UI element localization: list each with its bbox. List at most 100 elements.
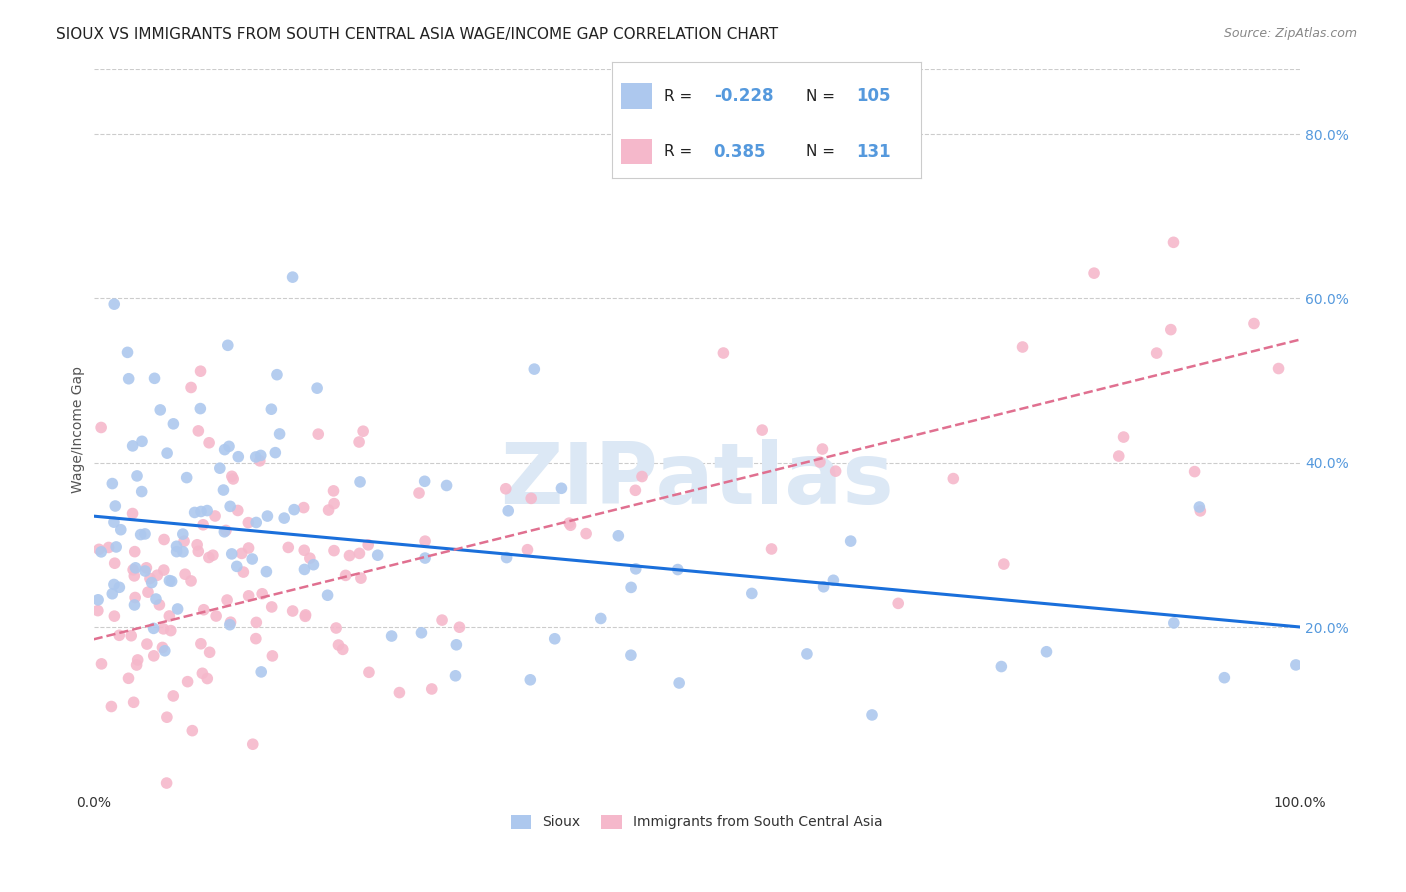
Point: [238, 589, 260, 603]
Point: [142, 648, 165, 663]
Point: [101, 476, 124, 491]
Point: [214, 442, 236, 457]
Point: [1108, 449, 1130, 463]
Point: [388, 685, 411, 699]
Point: [190, 364, 212, 378]
Text: 0.385: 0.385: [714, 143, 766, 161]
Point: [191, 666, 214, 681]
Point: [277, 541, 299, 555]
Point: [104, 556, 127, 570]
Text: N =: N =: [807, 88, 841, 103]
Point: [124, 544, 146, 558]
Point: [188, 401, 211, 416]
Point: [117, 345, 139, 359]
Point: [408, 486, 430, 500]
Text: Source: ZipAtlas.com: Source: ZipAtlas.com: [1223, 27, 1357, 40]
Point: [322, 483, 344, 498]
Point: [87, 604, 110, 618]
Point: [131, 434, 153, 449]
Point: [256, 509, 278, 524]
Point: [262, 648, 284, 663]
Point: [181, 723, 204, 738]
Point: [108, 580, 131, 594]
Point: [219, 500, 242, 514]
Point: [156, 710, 179, 724]
Point: [350, 571, 373, 585]
Y-axis label: Wage/Income Gap: Wage/Income Gap: [72, 367, 86, 493]
Point: [1163, 615, 1185, 630]
Point: [823, 574, 845, 588]
Point: [519, 673, 541, 687]
Point: [152, 640, 174, 655]
Point: [90, 420, 112, 434]
Point: [121, 507, 143, 521]
Point: [238, 516, 260, 530]
Point: [186, 538, 208, 552]
Point: [266, 368, 288, 382]
Point: [240, 552, 263, 566]
Point: [238, 541, 260, 555]
Point: [141, 575, 163, 590]
Point: [352, 424, 374, 438]
Point: [1189, 504, 1212, 518]
Point: [166, 544, 188, 558]
Point: [215, 524, 238, 538]
Point: [249, 454, 271, 468]
Point: [187, 424, 209, 438]
Point: [281, 270, 304, 285]
Point: [430, 613, 453, 627]
Point: [413, 475, 436, 489]
Point: [281, 604, 304, 618]
Point: [1267, 361, 1289, 376]
Point: [156, 776, 179, 790]
Point: [1285, 657, 1308, 672]
Point: [208, 461, 231, 475]
Point: [607, 529, 630, 543]
Point: [269, 426, 291, 441]
Point: [118, 372, 141, 386]
Point: [283, 502, 305, 516]
Point: [713, 346, 735, 360]
Point: [166, 602, 188, 616]
Point: [516, 542, 538, 557]
Point: [307, 381, 329, 395]
Point: [166, 539, 188, 553]
Text: N =: N =: [807, 145, 841, 160]
Point: [357, 665, 380, 680]
Point: [214, 524, 236, 539]
Point: [550, 481, 572, 495]
Point: [121, 439, 143, 453]
Point: [357, 538, 380, 552]
Point: [221, 469, 243, 483]
Point: [813, 580, 835, 594]
Point: [323, 543, 346, 558]
Point: [589, 611, 612, 625]
Point: [273, 511, 295, 525]
Point: [367, 548, 389, 562]
Point: [1163, 235, 1185, 250]
Point: [124, 598, 146, 612]
Point: [575, 526, 598, 541]
Point: [413, 551, 436, 566]
Point: [117, 671, 139, 685]
Point: [153, 533, 176, 547]
Point: [260, 402, 283, 417]
Point: [195, 672, 218, 686]
Point: [381, 629, 404, 643]
Point: [174, 567, 197, 582]
Point: [222, 472, 245, 486]
Point: [245, 516, 267, 530]
Point: [1213, 671, 1236, 685]
Point: [212, 483, 235, 497]
Point: [103, 297, 125, 311]
Point: [136, 585, 159, 599]
Point: [219, 615, 242, 630]
Point: [183, 506, 205, 520]
Point: [221, 547, 243, 561]
Point: [1112, 430, 1135, 444]
Point: [624, 562, 647, 576]
Point: [159, 574, 181, 588]
Text: SIOUX VS IMMIGRANTS FROM SOUTH CENTRAL ASIA WAGE/INCOME GAP CORRELATION CHART: SIOUX VS IMMIGRANTS FROM SOUTH CENTRAL A…: [56, 27, 779, 42]
Point: [157, 609, 180, 624]
Point: [624, 483, 647, 498]
